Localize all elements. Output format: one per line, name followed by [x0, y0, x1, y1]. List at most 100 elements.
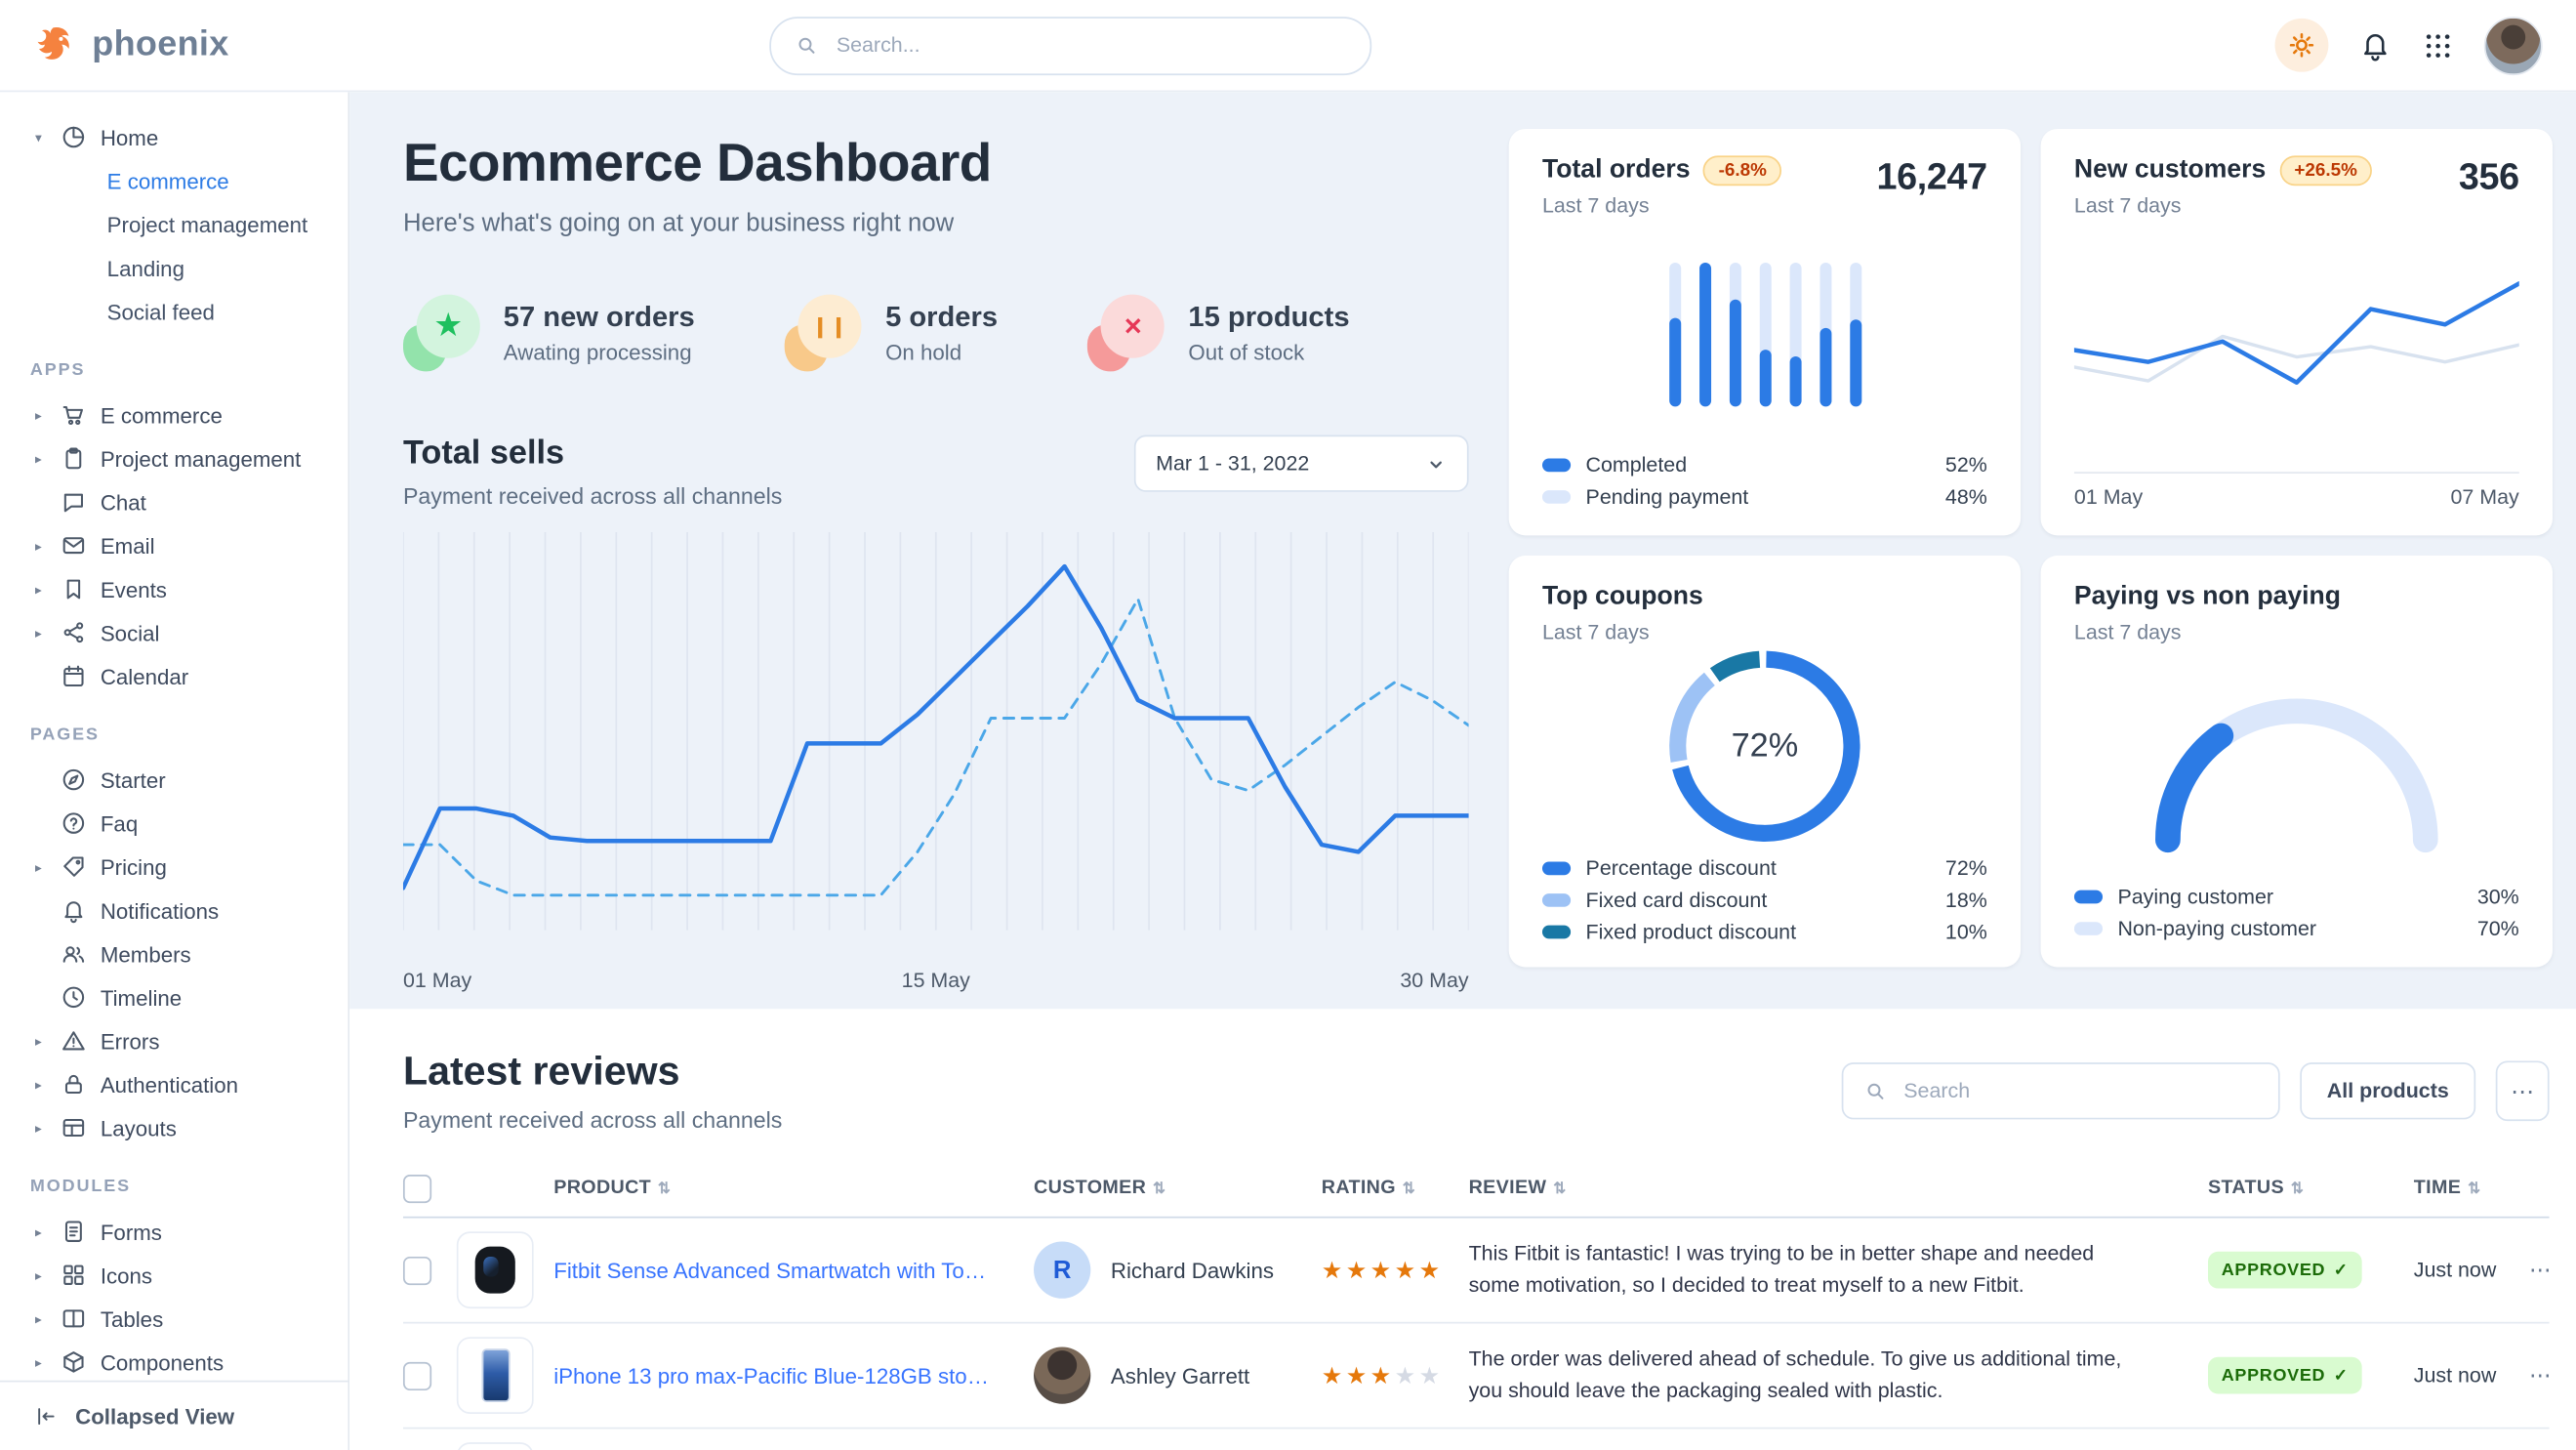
tag-icon: [63, 856, 84, 877]
sidebar-item-components[interactable]: Components: [20, 1341, 335, 1381]
notifications-button[interactable]: [2358, 28, 2392, 62]
sidebar-item-project-management[interactable]: Project management: [106, 211, 308, 237]
sidebar-item-starter[interactable]: Starter: [20, 758, 335, 802]
sidebar-item-e-commerce[interactable]: E commerce: [20, 394, 335, 437]
product-image[interactable]: [456, 1337, 534, 1415]
sidebar-item-social[interactable]: Social: [20, 610, 335, 654]
date-range-select[interactable]: Mar 1 - 31, 2022: [1133, 435, 1469, 492]
latest-reviews-section: Latest reviews Payment received across a…: [349, 1009, 2576, 1450]
sidebar-item-timeline[interactable]: Timeline: [20, 975, 335, 1019]
warning-icon: [62, 1031, 85, 1051]
legend-value: 10%: [1944, 920, 1987, 944]
star-filled-icon: ★: [1370, 1361, 1395, 1388]
stat-headline: 15 products: [1188, 301, 1350, 334]
column-header-review[interactable]: REVIEW ⇅: [1468, 1178, 1567, 1198]
legend-label: Pending payment: [1585, 484, 1749, 509]
column-header-rating[interactable]: RATING ⇅: [1321, 1178, 1416, 1198]
legend-swatch: [2073, 890, 2104, 904]
sidebar-item-errors[interactable]: Errors: [20, 1019, 335, 1063]
sidebar-item-landing[interactable]: Landing: [106, 255, 184, 281]
question-icon: [62, 812, 85, 834]
sidebar-item-label: Events: [100, 576, 167, 602]
column-header-time[interactable]: TIME ⇅: [2413, 1178, 2481, 1198]
review-text: The order was delivered ahead of schedul…: [1468, 1346, 2122, 1403]
global-search-input[interactable]: [833, 31, 1347, 59]
card-period: Last 7 days: [2073, 620, 2182, 644]
page-title: Ecommerce Dashboard: [402, 132, 992, 193]
all-products-button[interactable]: All products: [2300, 1062, 2476, 1120]
new-customers-value: 356: [2458, 155, 2519, 198]
row-more-button[interactable]: ⋯: [2529, 1256, 2552, 1282]
chevron-right-icon: [30, 1120, 47, 1135]
column-header-customer[interactable]: CUSTOMER ⇅: [1034, 1178, 1166, 1198]
new-customers-line-chart: [2073, 218, 2519, 469]
column-header-product[interactable]: PRODUCT ⇅: [553, 1178, 672, 1198]
reviews-search[interactable]: [1841, 1062, 2280, 1120]
theme-toggle-button[interactable]: [2274, 18, 2329, 72]
sidebar-section-pages: PAGES: [29, 725, 100, 745]
sidebar-item-chat[interactable]: Chat: [20, 480, 335, 524]
sidebar-item-label: Authentication: [100, 1071, 239, 1098]
sidebar-item-label: Errors: [100, 1028, 160, 1054]
column-header-status[interactable]: STATUS ⇅: [2208, 1178, 2305, 1198]
sidebar-item-label: Email: [100, 532, 155, 559]
stat-out-of-stock: ✕ 15 products Out of stock: [1087, 294, 1350, 372]
table-icon: [62, 1309, 85, 1328]
bar-completed: [1698, 263, 1711, 407]
sidebar-item-social-feed[interactable]: Social feed: [106, 298, 215, 324]
reviews-search-input[interactable]: [1900, 1077, 2259, 1105]
legend-label: Fixed product discount: [1585, 920, 1797, 944]
row-more-button[interactable]: ⋯: [2529, 1361, 2552, 1388]
sidebar-item-notifications[interactable]: Notifications: [20, 889, 335, 932]
sidebar-item-email[interactable]: Email: [20, 523, 335, 567]
select-all-checkbox[interactable]: [402, 1174, 432, 1203]
collapse-sidebar-button[interactable]: Collapsed View: [0, 1380, 348, 1450]
star-empty-icon: ★: [1394, 1361, 1419, 1388]
top-coupons-donut-chart: 72%: [1542, 644, 1987, 849]
bar-track: [1668, 263, 1681, 407]
apps-menu-button[interactable]: [2422, 29, 2454, 62]
sidebar-item-project-management[interactable]: Project management: [20, 436, 335, 480]
brand-logo[interactable]: phoenix: [33, 22, 348, 67]
bar-track: [1819, 263, 1831, 407]
legend-row: Fixed card discount 18%: [1541, 889, 1987, 912]
user-avatar[interactable]: [2483, 16, 2543, 75]
sidebar-item-icons[interactable]: Icons: [20, 1254, 335, 1298]
sun-icon: [2289, 33, 2314, 58]
series-new-customers: [2073, 281, 2519, 385]
sidebar-item-forms[interactable]: Forms: [20, 1210, 335, 1254]
sidebar-item-e-commerce[interactable]: E commerce: [106, 168, 229, 193]
dashboard-hero: Ecommerce Dashboard Here's what's going …: [349, 92, 2576, 1010]
sidebar-item-home[interactable]: Home: [20, 115, 335, 159]
bar-track: [1788, 263, 1801, 407]
sidebar-item-members[interactable]: Members: [20, 932, 335, 975]
review-time: Just now: [2413, 1258, 2497, 1282]
sidebar-item-events[interactable]: Events: [20, 567, 335, 611]
sidebar-item-label: Tables: [100, 1305, 164, 1332]
sidebar-item-tables[interactable]: Tables: [20, 1297, 335, 1341]
sidebar-item-authentication[interactable]: Authentication: [20, 1062, 335, 1106]
reviews-more-button[interactable]: ⋯: [2495, 1060, 2550, 1122]
calendar-icon: [63, 665, 84, 687]
product-image[interactable]: [456, 1231, 534, 1309]
product-link[interactable]: iPhone 13 pro max-Pacific Blue-128GB sto…: [553, 1362, 1011, 1388]
row-checkbox[interactable]: [402, 1256, 432, 1285]
x-tick: 30 May: [1400, 969, 1469, 993]
sidebar-item-faq[interactable]: Faq: [20, 802, 335, 846]
global-search[interactable]: [769, 16, 1372, 75]
sidebar-item-layouts[interactable]: Layouts: [20, 1106, 335, 1150]
product-link[interactable]: Fitbit Sense Advanced Smartwatch with To…: [553, 1257, 1035, 1283]
gauge-value: [2155, 698, 2438, 853]
sidebar-item-pricing[interactable]: Pricing: [20, 845, 335, 889]
total-sells-subtitle: Payment received across all channels: [402, 483, 783, 509]
product-image[interactable]: [456, 1442, 534, 1450]
grid-menu-icon: [2426, 32, 2451, 58]
card-new-customers: New customers +26.5% Last 7 days 356 01: [2040, 128, 2554, 536]
search-icon: [1867, 1083, 1884, 1099]
total-sells-x-axis: 01 May 15 May 30 May: [403, 959, 1469, 1009]
row-checkbox[interactable]: [402, 1361, 432, 1390]
chevron-right-icon: [30, 407, 47, 422]
page-subtitle: Here's what's going on at your business …: [402, 209, 955, 238]
stat-headline: 57 new orders: [503, 301, 695, 334]
sidebar-item-calendar[interactable]: Calendar: [20, 654, 335, 698]
